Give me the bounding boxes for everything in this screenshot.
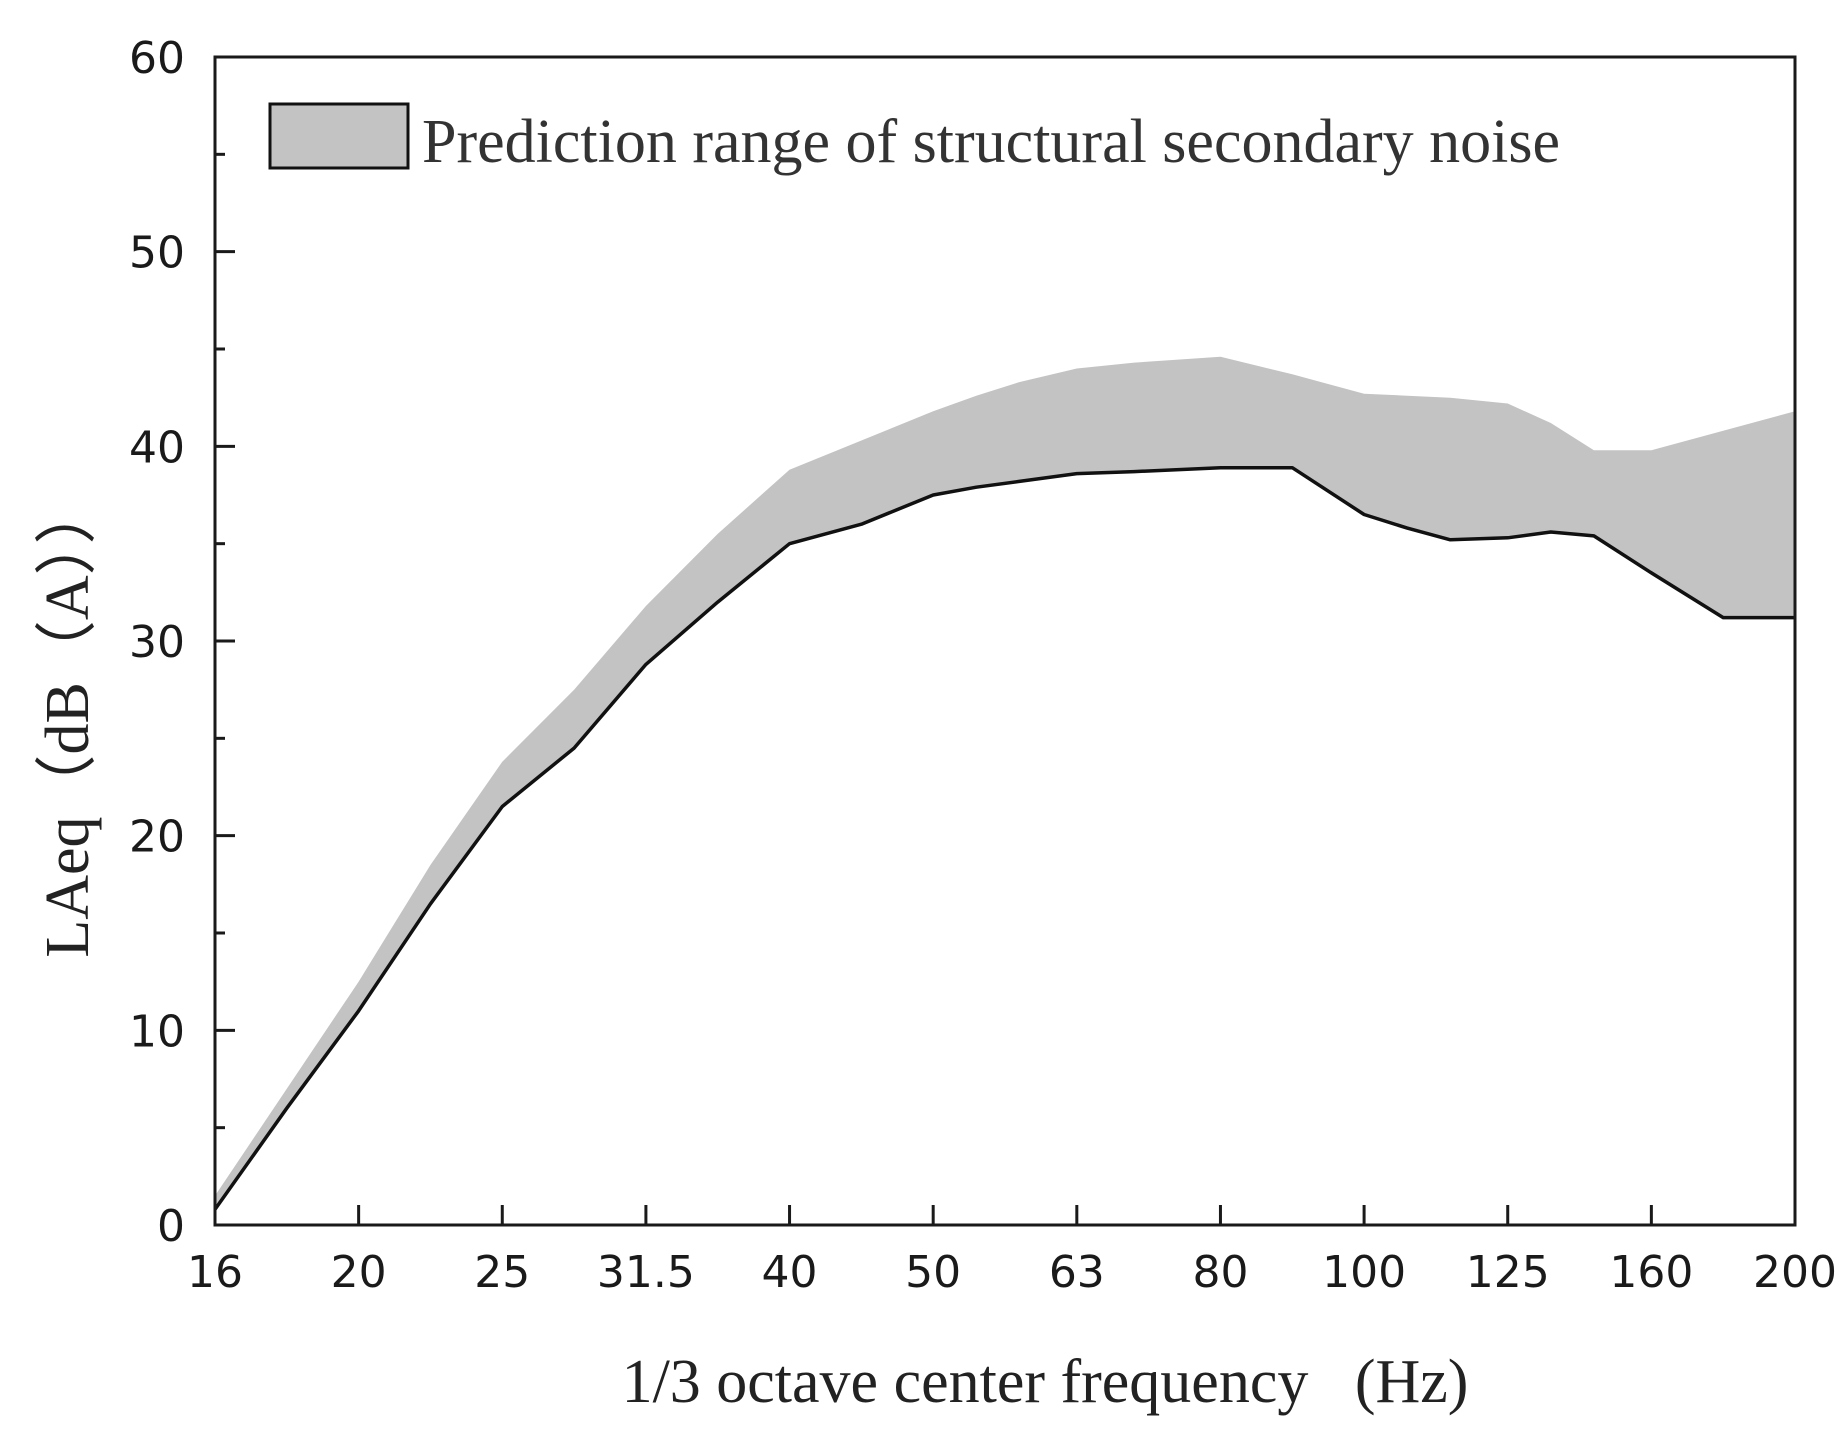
x-tick-label: 25 [474,1247,530,1298]
x-tick-label: 40 [762,1247,818,1298]
x-tick-label: 20 [331,1247,387,1298]
plot-frame [213,55,1797,1227]
legend-swatch [268,102,410,170]
y-tick-label: 60 [129,33,185,84]
legend: Prediction range of structural secondary… [268,102,1560,176]
x-tick-label: 63 [1049,1247,1105,1298]
x-tick-label: 200 [1753,1247,1837,1298]
x-tick-label: 125 [1466,1247,1550,1298]
y-tick-label: 30 [129,617,185,668]
x-tick-label: 16 [187,1247,243,1298]
x-axis-title: 1/3 octave center frequency (Hz) [622,1348,1469,1416]
lower-bound-line [213,465,1795,1211]
y-axis-title: LAeq（dB（A）） [34,482,102,957]
y-tick-label: 50 [129,228,185,279]
y-tick-label: 0 [157,1201,185,1252]
y-tick-label: 10 [129,1006,185,1057]
x-tick-label: 80 [1192,1247,1248,1298]
y-tick-label: 20 [129,812,185,863]
x-tick-label: 160 [1609,1247,1693,1298]
legend-label: Prediction range of structural secondary… [422,108,1560,176]
x-tick-label: 31.5 [597,1247,695,1298]
x-tick-label: 50 [905,1247,961,1298]
y-tick-label: 40 [129,422,185,473]
x-tick-label: 100 [1322,1247,1406,1298]
